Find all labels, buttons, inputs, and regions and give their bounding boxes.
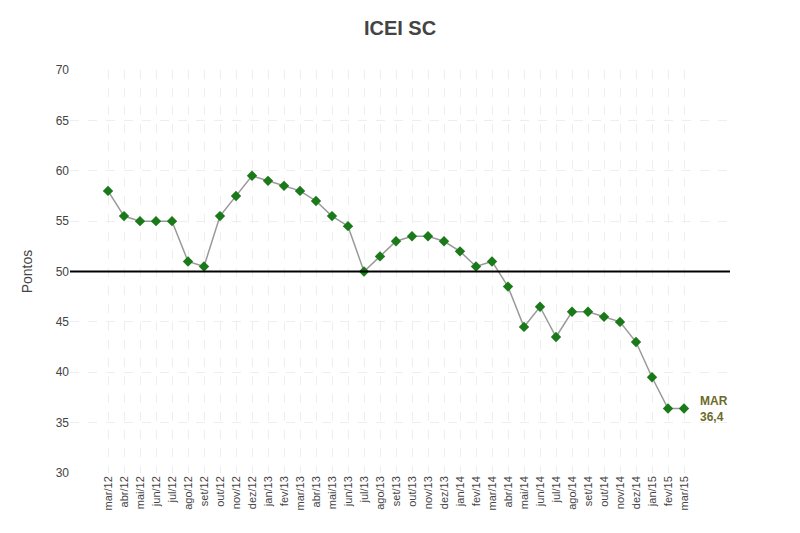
svg-text:55: 55 bbox=[56, 214, 70, 228]
svg-text:jan/13: jan/13 bbox=[262, 476, 274, 507]
svg-text:mai/14: mai/14 bbox=[518, 476, 530, 509]
svg-text:out/14: out/14 bbox=[598, 476, 610, 507]
svg-text:mar/14: mar/14 bbox=[486, 476, 498, 510]
svg-text:ago/14: ago/14 bbox=[566, 476, 578, 510]
svg-text:ICEI SC: ICEI SC bbox=[364, 17, 436, 39]
svg-text:mar/15: mar/15 bbox=[678, 476, 690, 510]
svg-text:jan/14: jan/14 bbox=[454, 476, 466, 507]
svg-text:mar/12: mar/12 bbox=[102, 476, 114, 510]
svg-text:40: 40 bbox=[56, 365, 70, 379]
svg-text:nov/14: nov/14 bbox=[614, 476, 626, 509]
svg-text:nov/13: nov/13 bbox=[422, 476, 434, 509]
svg-text:60: 60 bbox=[56, 164, 70, 178]
svg-text:abr/12: abr/12 bbox=[118, 476, 130, 507]
svg-text:fev/13: fev/13 bbox=[278, 476, 290, 506]
svg-text:jul/14: jul/14 bbox=[550, 476, 562, 503]
svg-text:jul/12: jul/12 bbox=[166, 476, 178, 503]
svg-text:set/12: set/12 bbox=[198, 476, 210, 506]
svg-text:MAR36,4: MAR36,4 bbox=[700, 394, 728, 424]
svg-text:fev/15: fev/15 bbox=[662, 476, 674, 506]
svg-text:dez/14: dez/14 bbox=[630, 476, 642, 509]
svg-text:nov/12: nov/12 bbox=[230, 476, 242, 509]
svg-text:50: 50 bbox=[56, 265, 70, 279]
svg-text:mai/12: mai/12 bbox=[134, 476, 146, 509]
svg-text:out/12: out/12 bbox=[214, 476, 226, 507]
svg-text:jun/14: jun/14 bbox=[534, 476, 546, 507]
svg-text:out/13: out/13 bbox=[406, 476, 418, 507]
svg-text:Pontos: Pontos bbox=[19, 250, 35, 294]
svg-text:set/14: set/14 bbox=[582, 476, 594, 506]
svg-text:jan/15: jan/15 bbox=[646, 476, 658, 507]
svg-text:70: 70 bbox=[56, 63, 70, 77]
svg-text:abr/14: abr/14 bbox=[502, 476, 514, 507]
svg-text:65: 65 bbox=[56, 114, 70, 128]
svg-text:mar/13: mar/13 bbox=[294, 476, 306, 510]
svg-text:jun/13: jun/13 bbox=[342, 476, 354, 507]
svg-text:jun/12: jun/12 bbox=[150, 476, 162, 507]
svg-text:dez/12: dez/12 bbox=[246, 476, 258, 509]
svg-text:35: 35 bbox=[56, 416, 70, 430]
svg-text:ago/12: ago/12 bbox=[182, 476, 194, 510]
svg-text:30: 30 bbox=[56, 466, 70, 480]
svg-text:dez/13: dez/13 bbox=[438, 476, 450, 509]
svg-text:set/13: set/13 bbox=[390, 476, 402, 506]
svg-text:mai/13: mai/13 bbox=[326, 476, 338, 509]
svg-text:jul/13: jul/13 bbox=[358, 476, 370, 503]
svg-text:fev/14: fev/14 bbox=[470, 476, 482, 506]
svg-text:ago/13: ago/13 bbox=[374, 476, 386, 510]
svg-text:abr/13: abr/13 bbox=[310, 476, 322, 507]
svg-text:45: 45 bbox=[56, 315, 70, 329]
